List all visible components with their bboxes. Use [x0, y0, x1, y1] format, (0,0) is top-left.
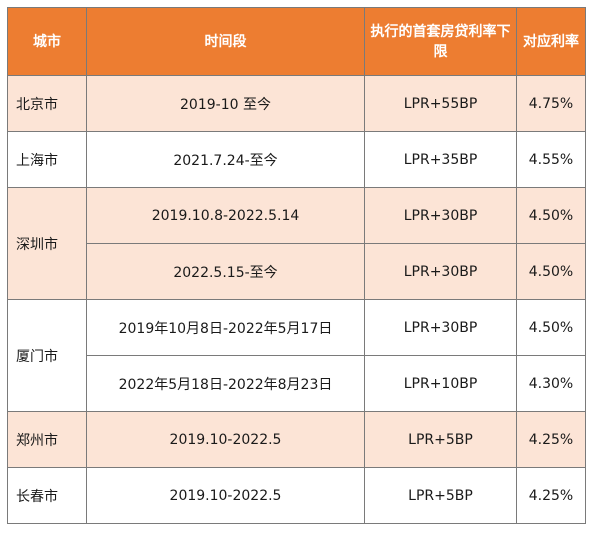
- table-row-beijing: 北京市 2019-10 至今 LPR+55BP 4.75%: [7, 75, 586, 132]
- table-row-zhengzhou: 郑州市 2019.10-2022.5 LPR+5BP 4.25%: [7, 411, 586, 468]
- cell-floor: LPR+5BP: [364, 467, 517, 524]
- cell-floor: LPR+10BP: [364, 355, 517, 412]
- cell-rate: 4.30%: [516, 355, 586, 412]
- cell-rate: 4.75%: [516, 75, 586, 132]
- cell-period: 2019-10 至今: [86, 75, 365, 132]
- table-header-row: 城市 时间段 执行的首套房贷利率下限 对应利率: [7, 7, 586, 76]
- cell-city: 上海市: [7, 131, 87, 188]
- cell-period: 2022.5.15-至今: [86, 243, 365, 300]
- cell-rate: 4.55%: [516, 131, 586, 188]
- cell-city: 郑州市: [7, 411, 87, 468]
- cell-city: 北京市: [7, 75, 87, 132]
- table-row-xiamen-1: 厦门市 2019年10月8日-2022年5月17日 LPR+30BP 4.50%: [7, 299, 586, 412]
- table-row-shenzhen-1: 深圳市 2019.10.8-2022.5.14 LPR+30BP 4.50%: [7, 187, 586, 300]
- cell-floor: LPR+5BP: [364, 411, 517, 468]
- cell-rate: 4.50%: [516, 243, 586, 300]
- header-rate-floor: 执行的首套房贷利率下限: [364, 7, 517, 76]
- cell-period: 2022年5月18日-2022年8月23日: [86, 355, 365, 412]
- header-rate: 对应利率: [516, 7, 586, 76]
- cell-city: 长春市: [7, 467, 87, 524]
- cell-floor: LPR+30BP: [364, 299, 517, 356]
- rate-table-container: 城市 时间段 执行的首套房贷利率下限 对应利率 北京市 2019-10 至今 L…: [7, 7, 586, 524]
- cell-floor: LPR+30BP: [364, 187, 517, 244]
- cell-period: 2019.10-2022.5: [86, 411, 365, 468]
- cell-rate: 4.25%: [516, 467, 586, 524]
- header-period: 时间段: [86, 7, 365, 76]
- cell-period: 2019年10月8日-2022年5月17日: [86, 299, 365, 356]
- cell-city: 深圳市: [7, 187, 87, 300]
- cell-city: 厦门市: [7, 299, 87, 412]
- cell-period: 2021.7.24-至今: [86, 131, 365, 188]
- cell-floor: LPR+55BP: [364, 75, 517, 132]
- cell-rate: 4.50%: [516, 299, 586, 356]
- table-row-xiamen-2: 2022年5月18日-2022年8月23日 LPR+10BP 4.30%: [8, 355, 586, 412]
- table-row-changchun: 长春市 2019.10-2022.5 LPR+5BP 4.25%: [7, 467, 586, 524]
- header-city: 城市: [7, 7, 87, 76]
- cell-rate: 4.25%: [516, 411, 586, 468]
- table-row-shenzhen-2: 2022.5.15-至今 LPR+30BP 4.50%: [8, 243, 586, 300]
- cell-period: 2019.10-2022.5: [86, 467, 365, 524]
- mortgage-rate-table: 城市 时间段 执行的首套房贷利率下限 对应利率 北京市 2019-10 至今 L…: [7, 7, 586, 524]
- cell-period: 2019.10.8-2022.5.14: [86, 187, 365, 244]
- cell-floor: LPR+30BP: [364, 243, 517, 300]
- table-row-shanghai: 上海市 2021.7.24-至今 LPR+35BP 4.55%: [7, 131, 586, 188]
- cell-rate: 4.50%: [516, 187, 586, 244]
- cell-floor: LPR+35BP: [364, 131, 517, 188]
